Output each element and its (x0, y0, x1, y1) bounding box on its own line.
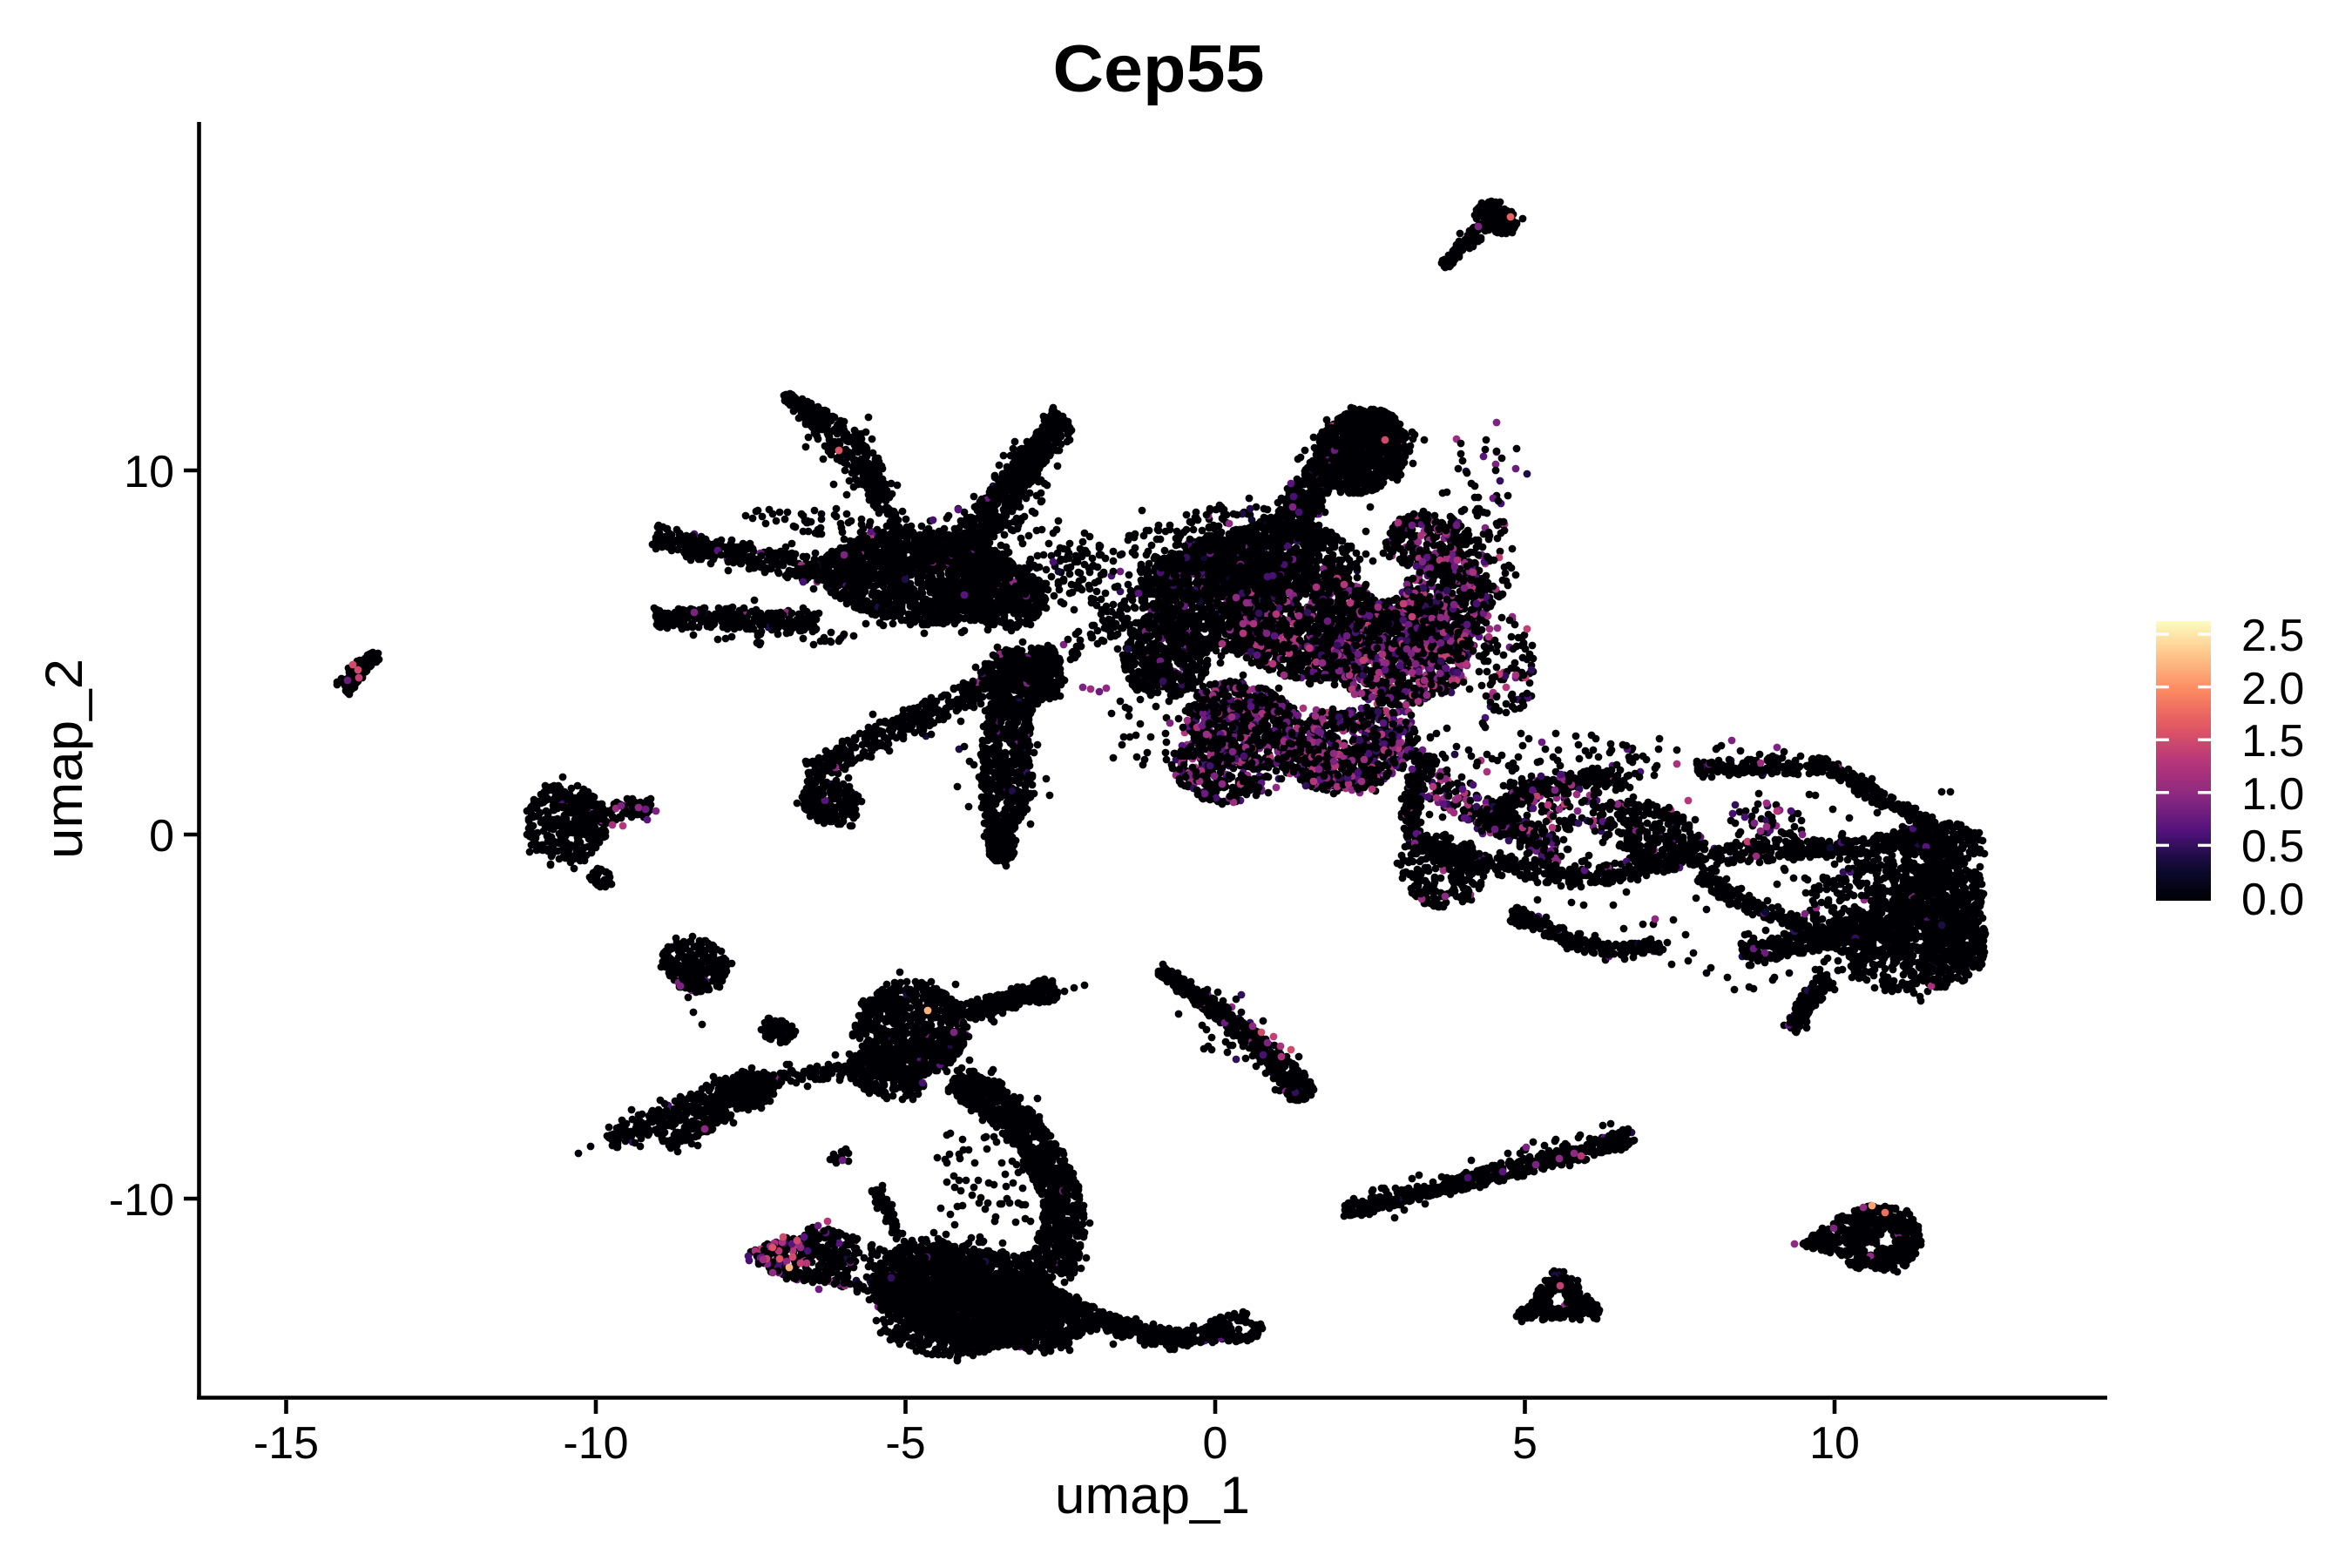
svg-text:-10: -10 (109, 1175, 174, 1226)
svg-text:0: 0 (149, 811, 174, 862)
svg-text:Cep55: Cep55 (1053, 32, 1265, 106)
svg-text:10: 10 (1809, 1418, 1860, 1469)
svg-text:2.0: 2.0 (2241, 664, 2304, 714)
svg-text:5: 5 (1512, 1418, 1538, 1469)
svg-text:-15: -15 (253, 1418, 319, 1469)
svg-text:-5: -5 (885, 1418, 925, 1469)
svg-text:1.0: 1.0 (2241, 769, 2304, 820)
svg-text:umap_2: umap_2 (35, 659, 93, 859)
svg-text:0.5: 0.5 (2241, 821, 2304, 872)
svg-text:2.5: 2.5 (2241, 611, 2304, 661)
svg-text:1.5: 1.5 (2241, 716, 2304, 767)
svg-text:umap_1: umap_1 (1055, 1466, 1250, 1524)
svg-text:-10: -10 (563, 1418, 628, 1469)
svg-text:0.0: 0.0 (2241, 875, 2304, 925)
svg-text:10: 10 (124, 447, 174, 497)
svg-text:0: 0 (1203, 1418, 1228, 1469)
